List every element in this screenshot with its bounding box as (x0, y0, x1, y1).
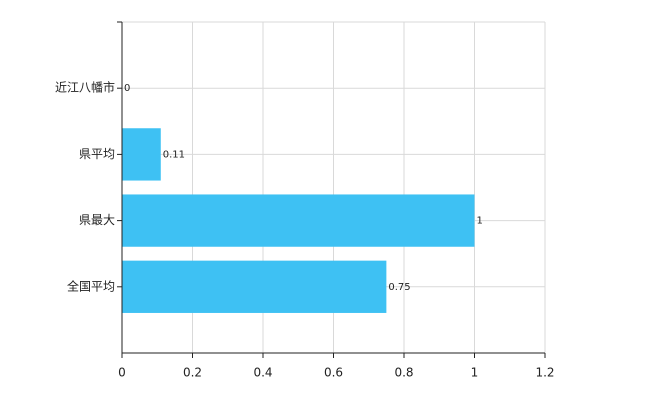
y-tick-label: 近江八幡市 (55, 80, 115, 95)
value-label: 0 (124, 83, 130, 94)
x-tick-label: 0.8 (394, 366, 413, 380)
bar (122, 260, 387, 313)
x-tick-label: 1.2 (535, 366, 554, 380)
y-tick-label: 県平均 (79, 147, 115, 161)
y-tick-label: 全国平均 (67, 278, 115, 293)
value-label: 0.11 (163, 149, 185, 160)
bar (122, 194, 475, 247)
x-tick-label: 0 (118, 366, 126, 380)
y-tick-label: 県最大 (79, 213, 115, 227)
x-tick-label: 0.4 (253, 366, 272, 380)
x-tick-label: 0.6 (324, 366, 343, 380)
x-tick-label: 1 (471, 366, 479, 380)
x-tick-label: 0.2 (183, 366, 202, 380)
value-label: 1 (477, 216, 483, 227)
bar (122, 128, 161, 181)
value-label: 0.75 (388, 282, 410, 293)
